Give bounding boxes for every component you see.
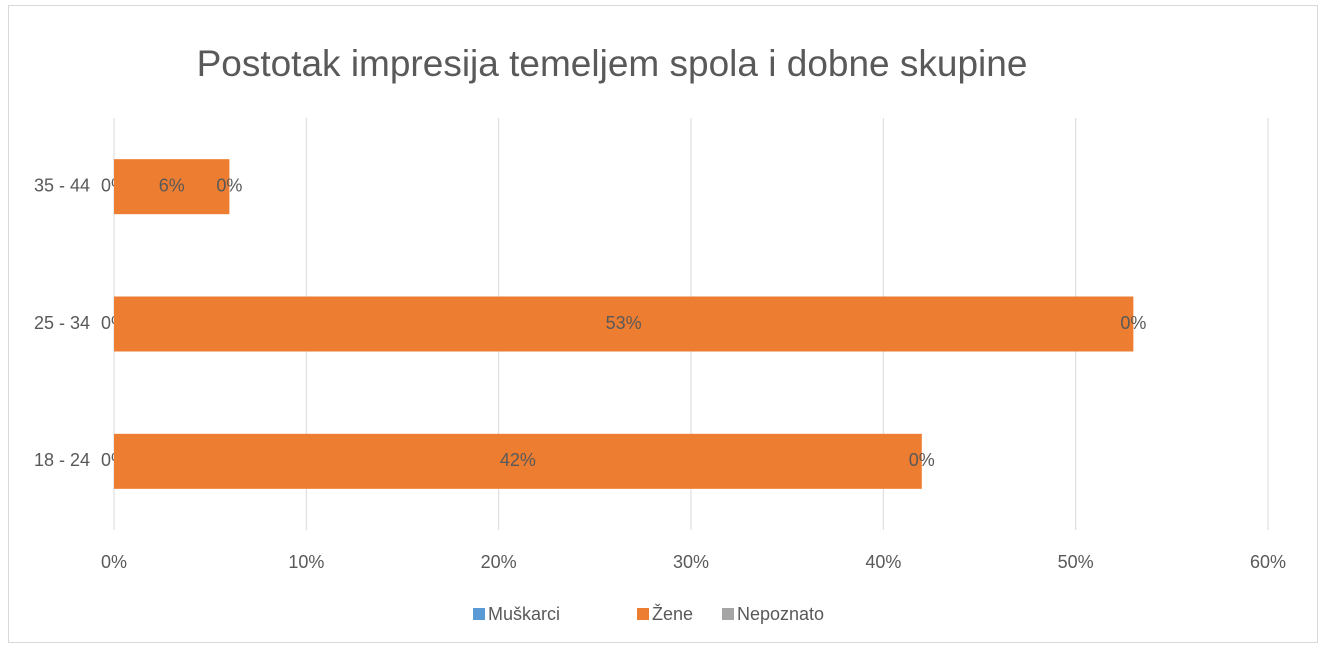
bar: [114, 296, 1134, 352]
y-tick-label: 35 - 44: [34, 175, 90, 195]
bar: [114, 433, 922, 489]
legend-swatch: [473, 608, 485, 620]
legend-label: Nepoznato: [737, 604, 824, 624]
data-label: 0%: [1120, 313, 1146, 333]
legend-swatch: [722, 608, 734, 620]
data-label: 0%: [216, 175, 242, 195]
x-tick-label: 10%: [288, 552, 324, 572]
legend-label: Žene: [652, 604, 693, 624]
y-tick-label: 25 - 34: [34, 313, 90, 333]
bar: [114, 159, 230, 215]
chart-title: Postotak impresija temeljem spola i dobn…: [197, 43, 1028, 84]
legend-swatch: [637, 608, 649, 620]
y-tick-label: 18 - 24: [34, 450, 90, 470]
x-tick-label: 0%: [101, 552, 127, 572]
data-label: 0%: [909, 450, 935, 470]
x-tick-label: 60%: [1250, 552, 1286, 572]
x-tick-label: 20%: [481, 552, 517, 572]
x-tick-label: 30%: [673, 552, 709, 572]
x-tick-label: 50%: [1058, 552, 1094, 572]
data-label: 6%: [159, 175, 185, 195]
data-label: 42%: [500, 450, 536, 470]
legend-label: Muškarci: [488, 604, 560, 624]
x-tick-label: 40%: [865, 552, 901, 572]
data-label: 53%: [606, 313, 642, 333]
